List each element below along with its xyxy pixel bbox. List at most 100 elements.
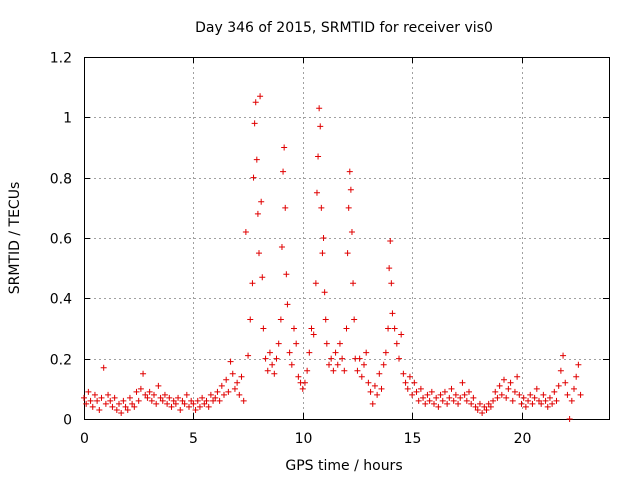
data-point — [378, 385, 385, 392]
data-point — [89, 403, 96, 410]
data-point — [301, 379, 308, 386]
data-point — [100, 364, 107, 371]
data-point — [259, 274, 266, 281]
data-point — [151, 391, 157, 398]
x-tick-label: 15 — [404, 431, 422, 447]
data-point — [365, 379, 372, 386]
data-point — [257, 93, 264, 100]
data-point — [391, 325, 398, 332]
data-point — [188, 397, 195, 404]
data-point — [450, 397, 457, 404]
y-tick-label: 0 — [63, 413, 72, 429]
data-point — [446, 394, 453, 401]
data-point — [252, 99, 259, 106]
data-point — [271, 370, 278, 377]
data-point — [485, 400, 492, 407]
data-point — [157, 394, 164, 401]
data-point — [203, 397, 210, 404]
data-point — [201, 400, 208, 407]
data-point — [356, 355, 363, 362]
data-point — [164, 400, 171, 407]
data-point — [557, 367, 564, 374]
data-point — [522, 403, 529, 410]
data-point — [328, 355, 335, 362]
data-point — [417, 385, 424, 392]
data-point — [94, 397, 101, 404]
data-point — [186, 403, 192, 410]
y-tick-label: 0.2 — [50, 353, 72, 369]
data-point — [358, 373, 365, 380]
data-point — [281, 144, 288, 151]
data-point — [367, 388, 374, 395]
data-point — [382, 349, 389, 356]
data-point — [507, 379, 514, 386]
data-point — [148, 397, 155, 404]
data-point — [192, 406, 199, 413]
data-point — [481, 403, 488, 410]
data-point — [227, 358, 234, 365]
data-point — [538, 400, 545, 407]
data-point — [348, 228, 355, 235]
data-point — [544, 403, 551, 410]
x-tick-label: 0 — [80, 431, 89, 447]
data-point — [455, 400, 462, 407]
data-point — [404, 385, 411, 392]
data-point — [388, 280, 395, 287]
data-point — [459, 379, 466, 386]
data-point — [426, 397, 433, 404]
data-point — [411, 379, 418, 386]
data-point — [253, 156, 260, 163]
data-point — [555, 382, 562, 389]
data-point — [280, 168, 287, 175]
data-point — [363, 349, 370, 356]
data-point — [91, 391, 98, 398]
data-point — [316, 105, 323, 112]
data-point — [527, 391, 534, 398]
data-point — [199, 394, 206, 401]
data-point — [457, 394, 464, 401]
data-point — [190, 400, 197, 407]
data-point — [291, 325, 297, 332]
data-point — [286, 349, 293, 356]
data-point — [573, 373, 580, 380]
data-point — [107, 397, 114, 404]
data-point — [135, 397, 142, 404]
data-point — [102, 400, 109, 407]
data-point — [531, 394, 538, 401]
data-point — [245, 352, 252, 359]
data-point — [406, 373, 413, 380]
data-point — [343, 325, 350, 332]
data-point — [374, 391, 381, 398]
data-point — [216, 397, 223, 404]
data-point — [398, 331, 405, 338]
data-point — [490, 397, 497, 404]
data-point — [96, 406, 103, 413]
data-point — [420, 394, 427, 401]
data-point — [386, 265, 393, 272]
data-point — [205, 403, 212, 410]
data-point — [468, 400, 475, 407]
data-point — [140, 370, 147, 377]
data-point — [254, 210, 261, 217]
data-point — [463, 397, 470, 404]
grid-lines — [84, 57, 609, 419]
data-point — [433, 394, 440, 401]
data-point — [133, 388, 140, 395]
data-point — [336, 340, 343, 347]
data-points — [81, 93, 584, 422]
data-point — [234, 379, 241, 386]
data-point — [299, 385, 306, 392]
chart-title: Day 346 of 2015, SRMTID for receiver vis… — [195, 20, 493, 36]
data-point — [540, 391, 547, 398]
data-point — [161, 391, 168, 398]
x-tick-label: 10 — [295, 431, 313, 447]
data-point — [131, 403, 138, 410]
data-point — [318, 204, 325, 211]
data-point — [273, 355, 280, 362]
data-point — [321, 289, 328, 296]
data-point — [345, 204, 352, 211]
data-point — [424, 391, 431, 398]
data-point — [319, 250, 326, 257]
data-point — [320, 235, 327, 241]
data-point — [258, 198, 265, 205]
